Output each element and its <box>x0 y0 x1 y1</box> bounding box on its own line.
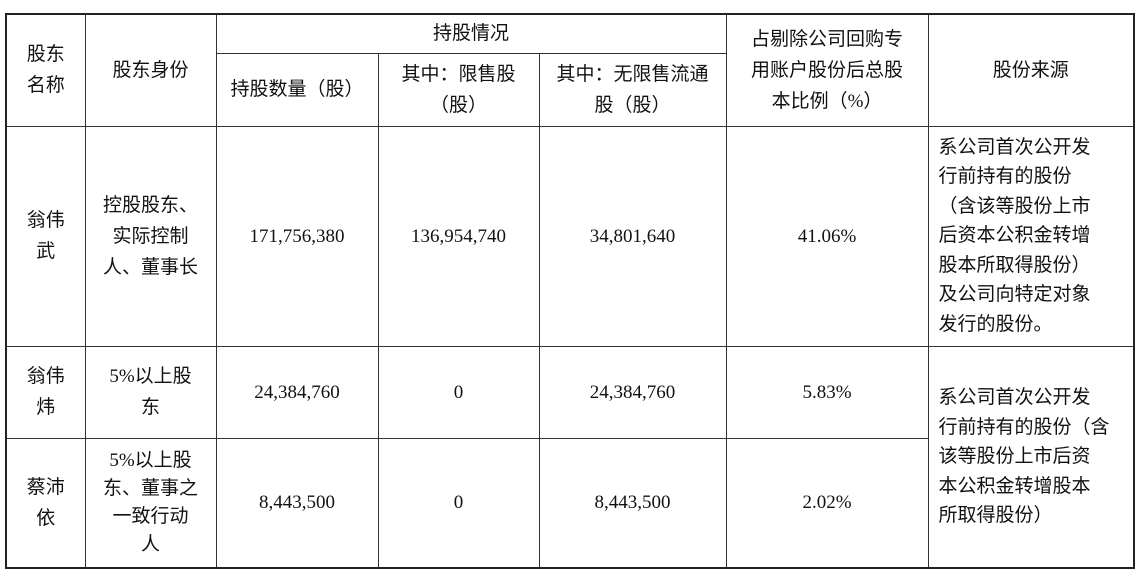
cell-identity: 5%以上股 东 <box>84 345 217 439</box>
header-holding-group: 持股情况 <box>215 13 727 54</box>
cell-ratio: 2.02% <box>725 437 929 569</box>
cell-total: 171,756,380 <box>215 125 379 347</box>
cell-total: 24,384,760 <box>215 345 379 439</box>
header-ratio: 占剔除公司回购专 用账户股份后总股 本比例（%） <box>725 13 929 127</box>
cell-source: 系公司首次公开发 行前持有的股份 （含该等股份上市 后资本公积金转增 股本所取得… <box>927 125 1135 347</box>
cell-unrestricted: 24,384,760 <box>538 345 727 439</box>
header-unrestricted: 其中：无限售流通 股（股） <box>538 52 727 127</box>
cell-source: 系公司首次公开发 行前持有的股份（含 该等股份上市后资 本公积金转增股本 所取得… <box>927 345 1135 569</box>
cell-identity: 控股股东、 实际控制 人、董事长 <box>84 125 217 347</box>
header-restricted: 其中：限售股 （股） <box>377 52 540 127</box>
table-row: 蔡沛 依 5%以上股 东、董事之 一致行动 人 8,443,500 0 8,44… <box>5 437 1134 569</box>
table-row: 翁伟 武 控股股东、 实际控制 人、董事长 171,756,380 136,95… <box>5 125 1135 347</box>
header-source: 股份来源 <box>927 13 1135 127</box>
cell-unrestricted: 8,443,500 <box>538 437 727 569</box>
cell-name: 蔡沛 依 <box>5 437 86 569</box>
cell-restricted: 0 <box>377 345 540 439</box>
cell-total: 8,443,500 <box>215 437 379 569</box>
cell-name: 翁伟 武 <box>5 125 86 347</box>
header-total: 持股数量（股） <box>215 52 379 127</box>
cell-identity: 5%以上股 东、董事之 一致行动 人 <box>84 437 217 569</box>
header-name: 股东 名称 <box>5 13 86 127</box>
shareholding-table: 股东 名称 股东身份 持股情况 占剔除公司回购专 用账户股份后总股 本比例（%）… <box>5 13 1135 569</box>
cell-restricted: 136,954,740 <box>377 125 540 347</box>
cell-ratio: 5.83% <box>725 345 929 439</box>
header-identity: 股东身份 <box>84 13 217 127</box>
cell-restricted: 0 <box>377 437 540 569</box>
cell-name: 翁伟 炜 <box>5 345 86 439</box>
cell-ratio: 41.06% <box>725 125 929 347</box>
table-row: 翁伟 炜 5%以上股 东 24,384,760 0 24,384,760 5.8… <box>5 345 1135 569</box>
cell-unrestricted: 34,801,640 <box>538 125 727 347</box>
